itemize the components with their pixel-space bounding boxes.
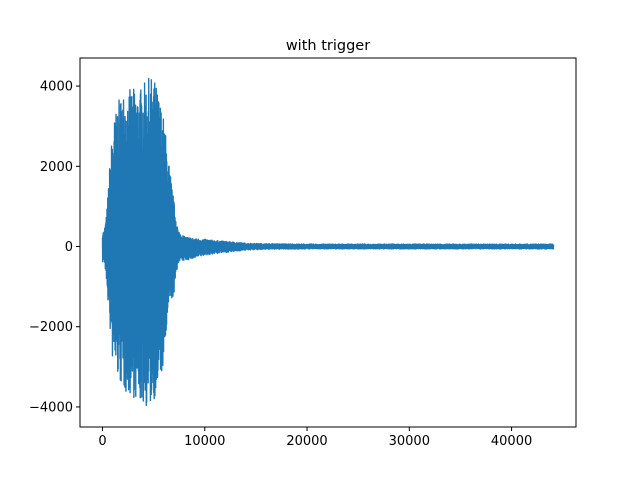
x-tick-label: 0	[98, 434, 106, 449]
series-layer	[101, 77, 555, 407]
waveform-series-line	[101, 77, 555, 407]
y-tick-label: 2000	[40, 160, 73, 175]
chart-title: with trigger	[286, 38, 370, 54]
x-tick-label: 10000	[184, 434, 225, 449]
x-axis: 0 10000 20000 30000 40000	[98, 427, 532, 449]
y-tick-label: 0	[65, 240, 73, 255]
y-tick-label: −4000	[29, 400, 73, 415]
y-tick-label: 4000	[40, 80, 73, 95]
y-tick-label: −2000	[29, 320, 73, 335]
x-tick-label: 40000	[491, 434, 532, 449]
plot-area-frame	[79, 57, 577, 428]
x-tick-label: 20000	[286, 434, 327, 449]
x-tick-label: 30000	[389, 434, 430, 449]
y-axis: −4000 −2000 0 2000 4000	[29, 80, 80, 415]
